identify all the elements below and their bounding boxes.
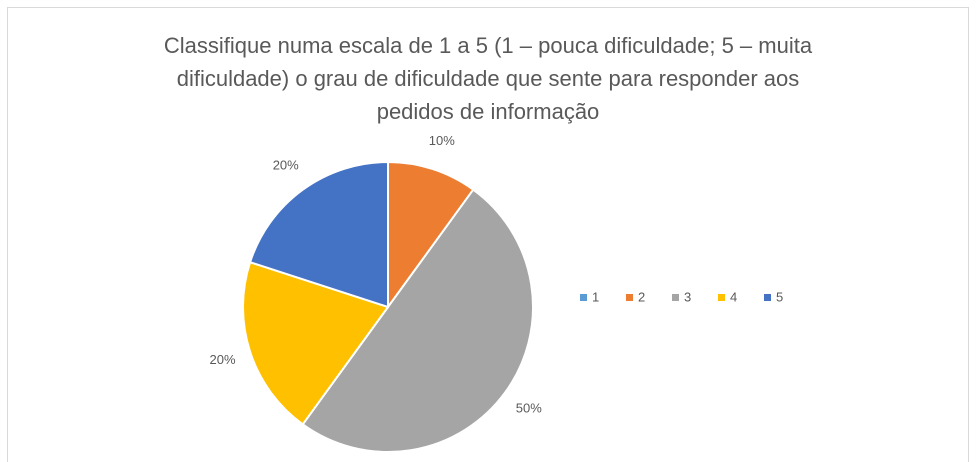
legend-label: 1 [592, 289, 599, 304]
legend-label: 5 [776, 289, 783, 304]
chart-title: dificuldade) o grau de dificuldade que s… [177, 66, 800, 91]
legend-swatch [580, 294, 587, 301]
pie-slice [248, 160, 389, 309]
data-label: 20% [273, 158, 299, 173]
legend-label: 4 [730, 289, 737, 304]
pie-slice [387, 160, 475, 311]
legend-swatch [718, 294, 725, 301]
pie-slice [242, 260, 390, 426]
chart-title: Classifique numa escala de 1 a 5 (1 – po… [164, 33, 813, 58]
pie-slice [301, 188, 534, 453]
legend-label: 3 [684, 289, 691, 304]
data-label: 20% [210, 352, 236, 367]
chart-title: pedidos de informação [377, 99, 600, 124]
legend-swatch [626, 294, 633, 301]
legend-swatch [672, 294, 679, 301]
legend-label: 2 [638, 289, 645, 304]
data-label: 10% [429, 133, 455, 148]
data-label: 50% [516, 401, 542, 416]
legend-swatch [764, 294, 771, 301]
